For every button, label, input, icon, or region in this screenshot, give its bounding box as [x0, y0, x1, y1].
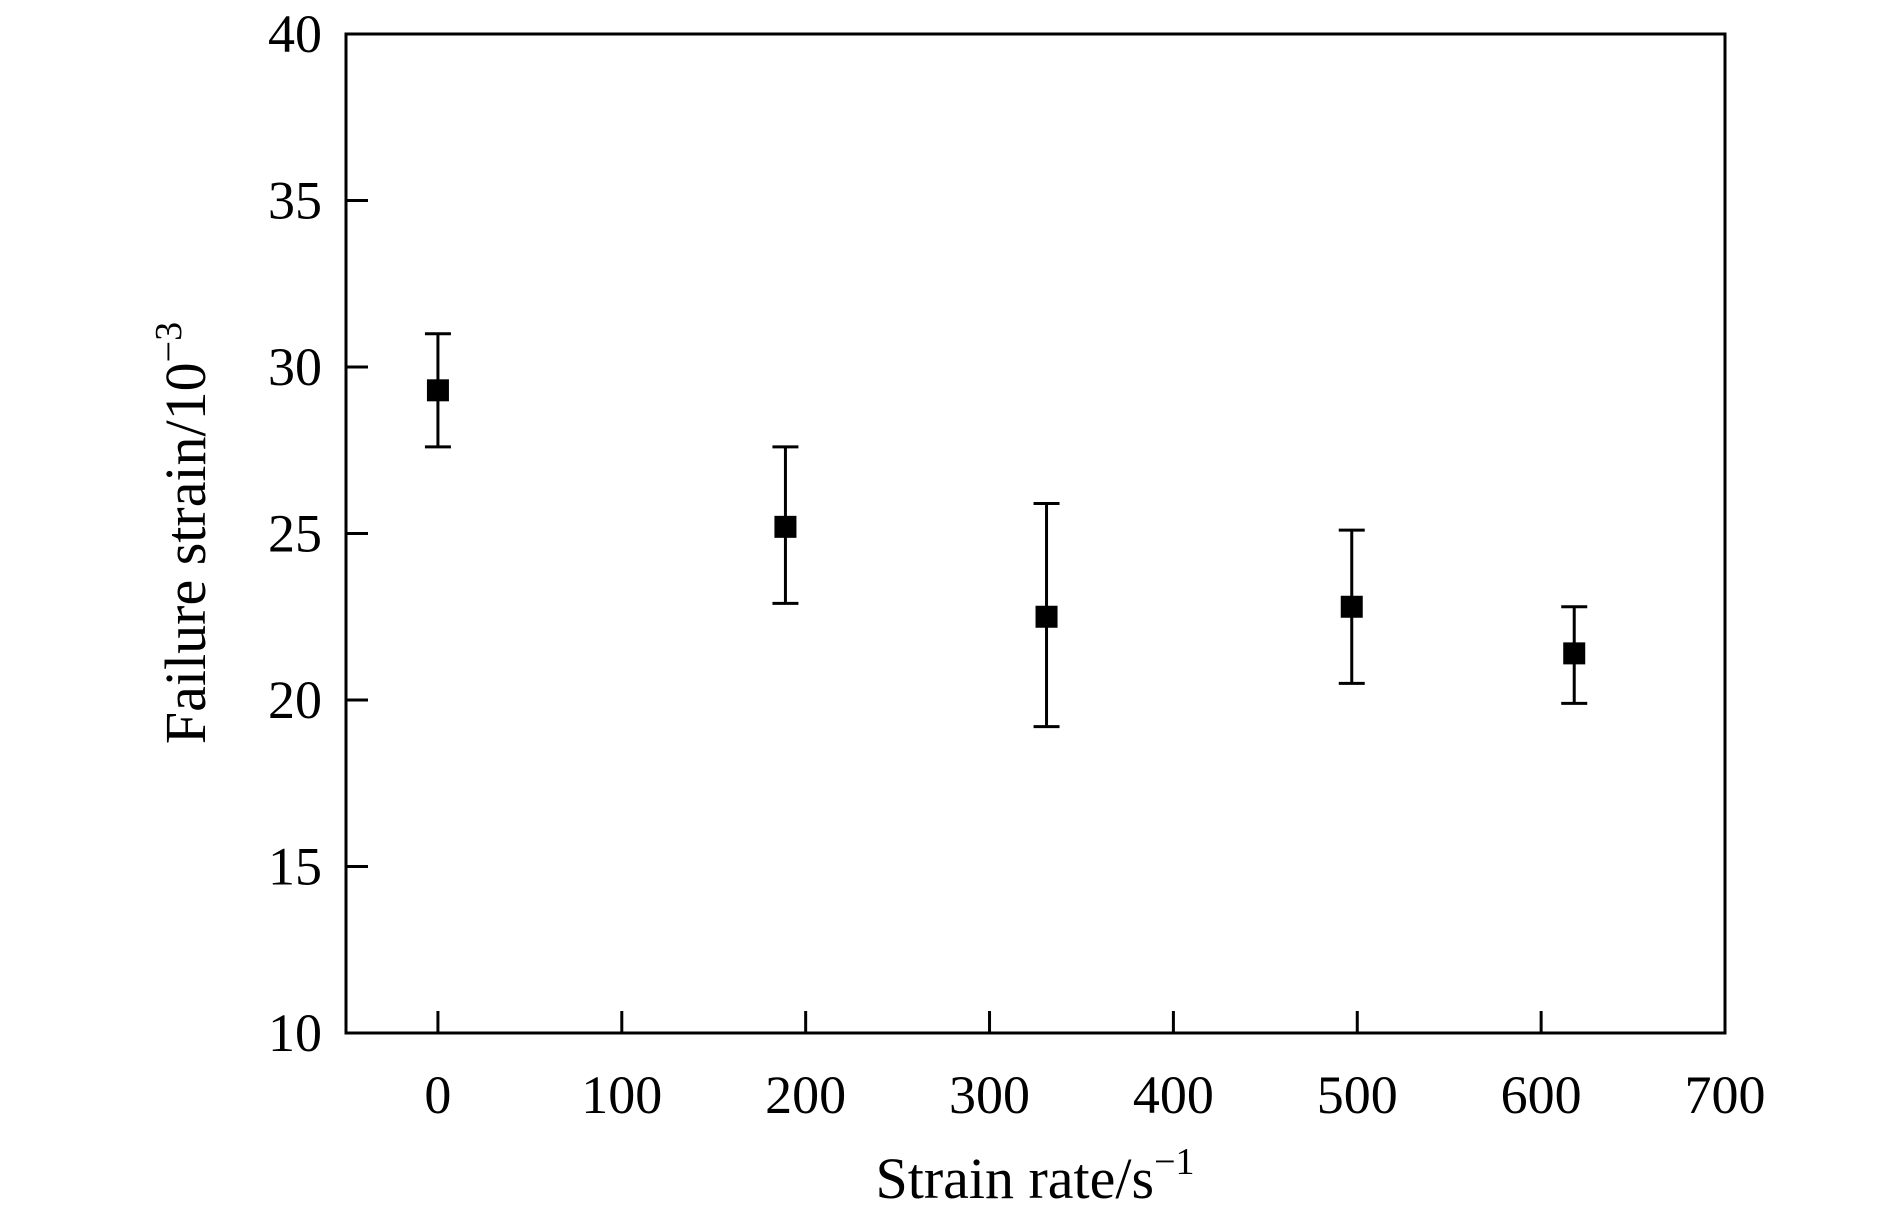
y-tick-label: 30	[268, 337, 322, 397]
y-axis-title: Failure strain/10−3	[148, 322, 218, 744]
square-marker	[426, 379, 449, 402]
square-marker	[1563, 642, 1586, 665]
x-tick-label: 400	[1133, 1065, 1214, 1125]
x-tick-label: 200	[765, 1065, 846, 1125]
x-tick-label: 600	[1501, 1065, 1582, 1125]
x-axis-title-superscript: −1	[1154, 1141, 1194, 1183]
x-tick-label: 100	[581, 1065, 662, 1125]
data-point-group	[772, 445, 799, 605]
square-marker	[774, 515, 797, 538]
y-axis-title-superscript: −3	[148, 322, 190, 362]
y-tick-label: 40	[268, 4, 322, 64]
y-tick-label: 10	[268, 1003, 322, 1063]
y-tick-label: 25	[268, 504, 322, 564]
x-tick-label: 500	[1317, 1065, 1398, 1125]
y-axis-title-text: Failure strain/10	[153, 362, 218, 744]
x-tick-label: 700	[1685, 1065, 1766, 1125]
data-point-group	[1338, 528, 1365, 685]
plot-frame	[344, 32, 1727, 1035]
y-tick-label: 35	[268, 171, 322, 231]
x-axis-title: Strain rate/s−1	[875, 1141, 1194, 1211]
data-point-group	[424, 332, 451, 449]
x-axis-title-text: Strain rate/s	[875, 1146, 1154, 1211]
y-tick-label: 15	[268, 837, 322, 897]
data-point-group	[1033, 502, 1060, 729]
square-marker	[1035, 605, 1058, 628]
x-tick-label: 300	[949, 1065, 1030, 1125]
data-point-group	[1561, 605, 1588, 705]
x-tick-label: 0	[424, 1065, 451, 1125]
y-tick-label: 20	[268, 670, 322, 730]
data-series	[424, 332, 1588, 729]
square-marker	[1340, 595, 1363, 618]
y-axis: 10 15 20 25 30 35 40	[268, 4, 368, 1063]
x-axis: 0 100 200 300 400 500 600 700	[424, 1011, 1766, 1125]
